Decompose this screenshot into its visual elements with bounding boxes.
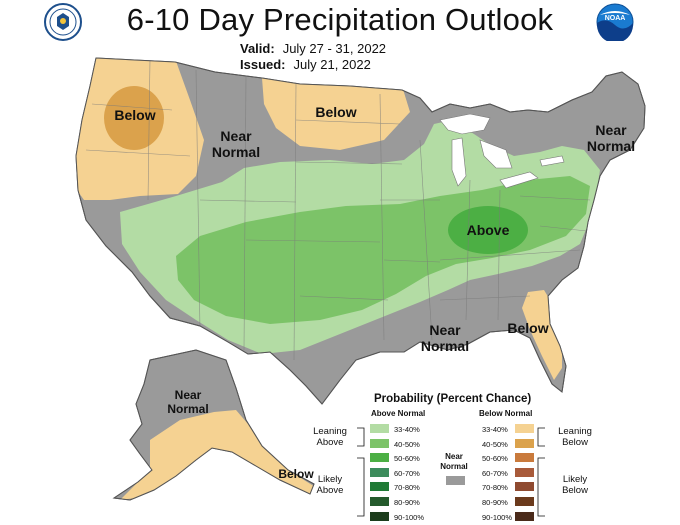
- legend-likely-below: Likely Below: [562, 474, 588, 496]
- legend-above-range-2: 50-60%: [394, 454, 420, 464]
- valid-date: July 27 - 31, 2022: [282, 41, 387, 56]
- label-near-normal-alaska: Near Normal: [167, 388, 209, 416]
- legend-below-swatch-5: [515, 497, 534, 506]
- legend-above-range-5: 80-90%: [394, 498, 420, 507]
- legend-above-swatch-0: [370, 424, 389, 433]
- valid-line: Valid: July 27 - 31, 2022: [240, 41, 386, 56]
- issued-date: July 21, 2022: [293, 57, 371, 72]
- legend-above-swatch-5: [370, 497, 389, 506]
- lake-superior: [439, 113, 491, 135]
- legend-below-range-1: 40-50%: [482, 439, 508, 449]
- label-near-normal-west: Near Normal: [211, 128, 261, 160]
- lake-huron: [479, 139, 513, 169]
- legend-above-range-6: 90-100%: [394, 512, 425, 522]
- legend-above-header: Above Normal: [371, 409, 426, 418]
- noaa-logo-text: NOAA: [605, 15, 626, 22]
- label-below-southeast: Below: [507, 320, 549, 336]
- lake-ontario: [539, 155, 565, 167]
- legend-below-swatch-4: [515, 482, 534, 492]
- legend-above-range-4: 70-80%: [394, 483, 420, 493]
- label-below-northern-plains: Below: [315, 104, 357, 120]
- legend-near-swatch: [446, 476, 465, 485]
- issued-label: Issued:: [240, 57, 286, 72]
- label-near-normal-south: Near Normal: [420, 322, 470, 354]
- legend-below-range-0: 33-40%: [482, 425, 508, 434]
- legend-above-swatch-3: [370, 467, 389, 477]
- legend-above-swatch-2: [370, 453, 389, 463]
- below-northern-plains-region: [262, 78, 410, 150]
- legend-below-range-3: 60-70%: [482, 468, 508, 478]
- issued-line: Issued: July 21, 2022: [240, 57, 371, 72]
- legend-above-swatch-6: [370, 511, 389, 521]
- legend-above-range-3: 60-70%: [394, 468, 420, 478]
- lake-michigan: [451, 137, 467, 187]
- doc-seal-logo: [44, 3, 82, 41]
- legend-above-range-1: 40-50%: [394, 439, 420, 449]
- legend-below-header: Below Normal: [479, 409, 533, 418]
- legend-title: Probability (Percent Chance): [374, 393, 532, 405]
- legend-near-header: Near Normal: [440, 452, 468, 471]
- label-below-alaska: Below: [278, 467, 314, 481]
- legend-below-swatch-2: [515, 453, 534, 463]
- legend-below-swatch-1: [515, 438, 534, 448]
- legend-above-range-0: 33-40%: [394, 425, 420, 434]
- label-below-northwest: Below: [114, 107, 156, 123]
- legend-leaning-below: Leaning Below: [558, 426, 592, 448]
- label-near-normal-northeast: Near Normal: [586, 122, 636, 154]
- legend-below-range-2: 50-60%: [482, 454, 508, 464]
- legend-below-range-4: 70-80%: [482, 483, 508, 493]
- legend-leaning-above: Leaning Above: [313, 426, 347, 448]
- label-above-ohio-valley: Above: [466, 222, 510, 238]
- valid-label: Valid:: [240, 41, 275, 56]
- legend-below-swatch-3: [515, 467, 534, 477]
- legend-likely-above: Likely Above: [316, 474, 344, 496]
- legend-above-swatch-4: [370, 482, 389, 492]
- legend-below-swatch-6: [515, 511, 534, 521]
- lake-erie: [499, 171, 539, 189]
- legend-below-range-6: 90-100%: [482, 512, 513, 522]
- legend-below-swatch-0: [515, 424, 534, 433]
- legend-above-swatch-1: [370, 438, 389, 448]
- noaa-logo: NOAA: [596, 3, 634, 43]
- page-title: 6-10 Day Precipitation Outlook: [126, 2, 554, 37]
- legend-below-range-5: 80-90%: [482, 498, 508, 507]
